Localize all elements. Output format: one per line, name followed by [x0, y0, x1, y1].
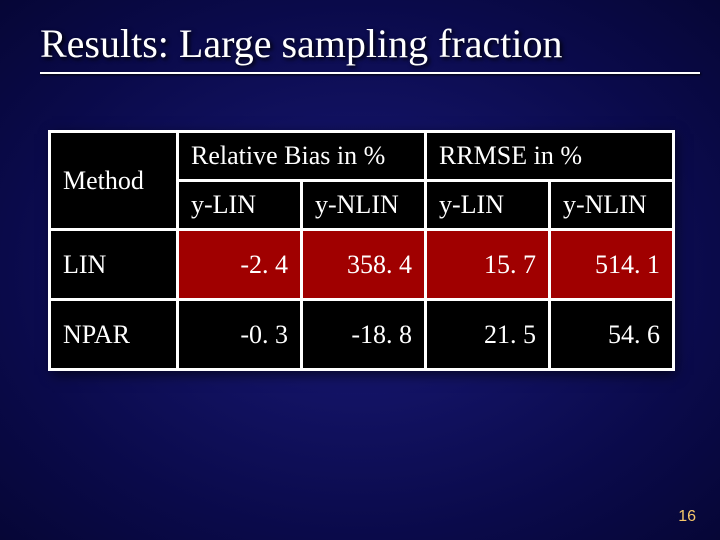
row-label-npar: NPAR — [50, 300, 178, 370]
cell-npar-2: 21. 5 — [426, 300, 550, 370]
header-sub-0: y-LIN — [178, 181, 302, 230]
page-number: 16 — [678, 508, 696, 526]
cell-npar-0: -0. 3 — [178, 300, 302, 370]
table-row: LIN -2. 4 358. 4 15. 7 514. 1 — [50, 230, 674, 300]
title-underline — [40, 72, 700, 74]
header-group-rrmse: RRMSE in % — [426, 132, 674, 181]
slide-title: Results: Large sampling fraction — [40, 20, 680, 67]
header-sub-2: y-LIN — [426, 181, 550, 230]
header-sub-3: y-NLIN — [550, 181, 674, 230]
cell-lin-2: 15. 7 — [426, 230, 550, 300]
header-method: Method — [50, 132, 178, 230]
cell-lin-1: 358. 4 — [302, 230, 426, 300]
cell-npar-1: -18. 8 — [302, 300, 426, 370]
cell-lin-3: 514. 1 — [550, 230, 674, 300]
cell-lin-0: -2. 4 — [178, 230, 302, 300]
header-sub-1: y-NLIN — [302, 181, 426, 230]
cell-npar-3: 54. 6 — [550, 300, 674, 370]
results-table: Method Relative Bias in % RRMSE in % y-L… — [48, 130, 675, 371]
table-row: NPAR -0. 3 -18. 8 21. 5 54. 6 — [50, 300, 674, 370]
results-table-container: Method Relative Bias in % RRMSE in % y-L… — [48, 130, 672, 371]
header-group-bias: Relative Bias in % — [178, 132, 426, 181]
table-header-row-1: Method Relative Bias in % RRMSE in % — [50, 132, 674, 181]
row-label-lin: LIN — [50, 230, 178, 300]
